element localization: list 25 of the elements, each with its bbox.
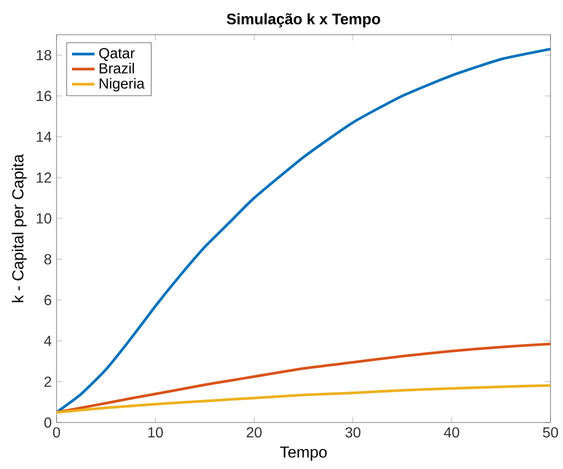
x-tick-label: 40 — [444, 427, 460, 438]
x-tick-label: 50 — [542, 427, 558, 438]
y-tick-label: 10 — [36, 213, 52, 224]
x-tick-label: 0 — [53, 427, 60, 438]
y-tick-label: 4 — [44, 336, 52, 346]
chart-title: Simulação k x Tempo — [226, 13, 380, 28]
y-tick-label: 0 — [44, 417, 52, 428]
line-series — [56, 342, 550, 414]
x-tick-label: 20 — [246, 427, 262, 438]
y-tick-label: 8 — [44, 254, 52, 264]
y-axis-title: k - Capital per Capita — [12, 154, 27, 302]
y-tick-label: 2 — [44, 376, 52, 387]
x-tick-label: 30 — [345, 427, 360, 438]
line-series — [56, 384, 550, 414]
legend-label: Qatar — [99, 48, 135, 61]
y-tick-label: 14 — [36, 132, 52, 142]
x-tick-label: 10 — [148, 427, 163, 438]
legend-label: Brazil — [100, 62, 134, 74]
x-axis-title: Tempo — [280, 446, 327, 461]
y-tick-label: 6 — [44, 294, 52, 306]
line-series — [56, 48, 550, 414]
y-tick-label: 18 — [36, 50, 52, 60]
legend-label: Nigeria — [100, 78, 145, 92]
y-tick-label: 12 — [36, 172, 52, 183]
y-tick-label: 16 — [36, 90, 52, 102]
